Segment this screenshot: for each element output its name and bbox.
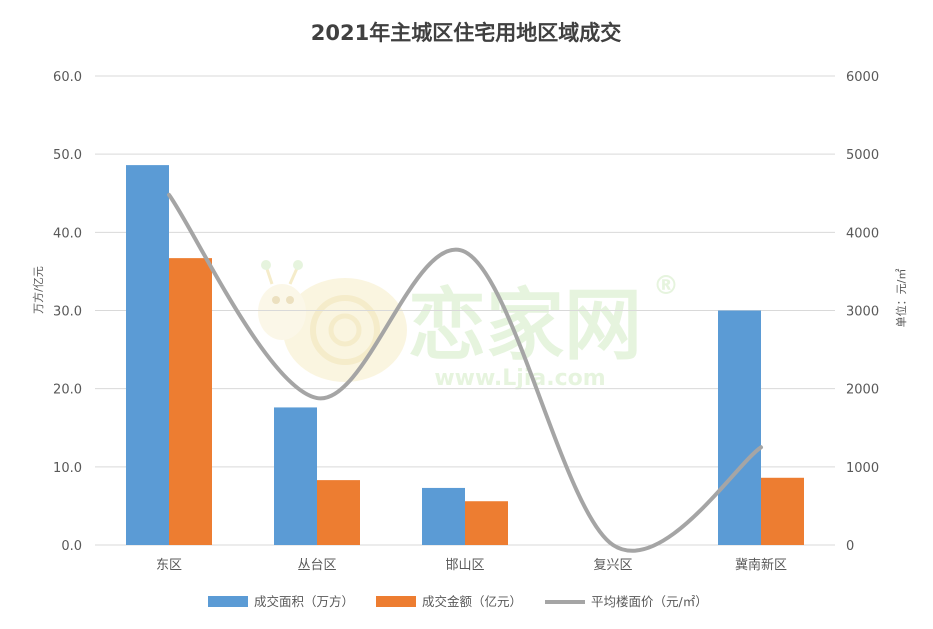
bar-amount [761,477,804,545]
y-right-tick-label: 1000 [846,461,879,476]
bar-area [274,407,317,545]
bar-amount [317,480,360,545]
y-left-tick-label: 20.0 [53,383,82,398]
watermark-url: www.Ljia.com [434,366,605,391]
bar-amount [465,501,508,545]
bar-amount [169,258,212,545]
y-left-tick-label: 0.0 [61,539,82,554]
price-line-path [167,192,763,553]
y-right-tick-label: 6000 [846,70,879,85]
price-line [167,192,763,553]
legend-label: 成交金额（亿元） [422,594,522,609]
y-right-tick-label: 4000 [846,226,879,241]
legend-label: 成交面积（万方） [254,594,354,609]
y-right-tick-label: 3000 [846,305,879,320]
legend-label: 平均楼面价（元/㎡） [591,594,708,609]
watermark: 恋家网 www.Ljia.com ® [258,260,679,391]
y-right-tick-label: 2000 [846,383,879,398]
watermark-registered: ® [653,271,679,301]
y-axis-left-label: 万方/亿元 [31,266,45,314]
x-category-label: 复兴区 [593,558,632,573]
gridlines [95,75,835,546]
bars [126,165,804,546]
legend-swatch [376,596,416,607]
y-left-tick-label: 50.0 [53,148,82,163]
chart-title: 2021年主城区住宅用地区域成交 [311,21,621,45]
y-left-tick-label: 40.0 [53,226,82,241]
y-axis-left-ticks: 0.0 10.0 20.0 30.0 40.0 50.0 60.0 [53,70,82,554]
y-left-tick-label: 60.0 [53,70,82,85]
x-axis-categories: 东区 丛台区 邯山区 复兴区 冀南新区 [156,557,787,573]
x-category-label: 丛台区 [297,558,336,573]
y-right-tick-label: 5000 [846,148,879,163]
y-axis-right-label: 单位：元/㎡ [894,269,908,328]
bar-area [422,487,465,545]
snail-logo-icon [258,260,407,382]
y-right-tick-label: 0 [846,539,854,554]
y-axis-right-ticks: 0 1000 2000 3000 4000 5000 6000 [846,70,879,554]
bar-area [718,310,761,545]
bar-area [126,165,169,546]
x-category-label: 邯山区 [445,558,484,573]
x-category-label: 东区 [156,558,182,573]
legend-swatch [208,596,248,607]
y-left-tick-label: 10.0 [53,461,82,476]
y-left-tick-label: 30.0 [53,305,82,320]
legend: 成交面积（万方） 成交金额（亿元） 平均楼面价（元/㎡） [208,594,708,609]
x-category-label: 冀南新区 [735,557,787,573]
